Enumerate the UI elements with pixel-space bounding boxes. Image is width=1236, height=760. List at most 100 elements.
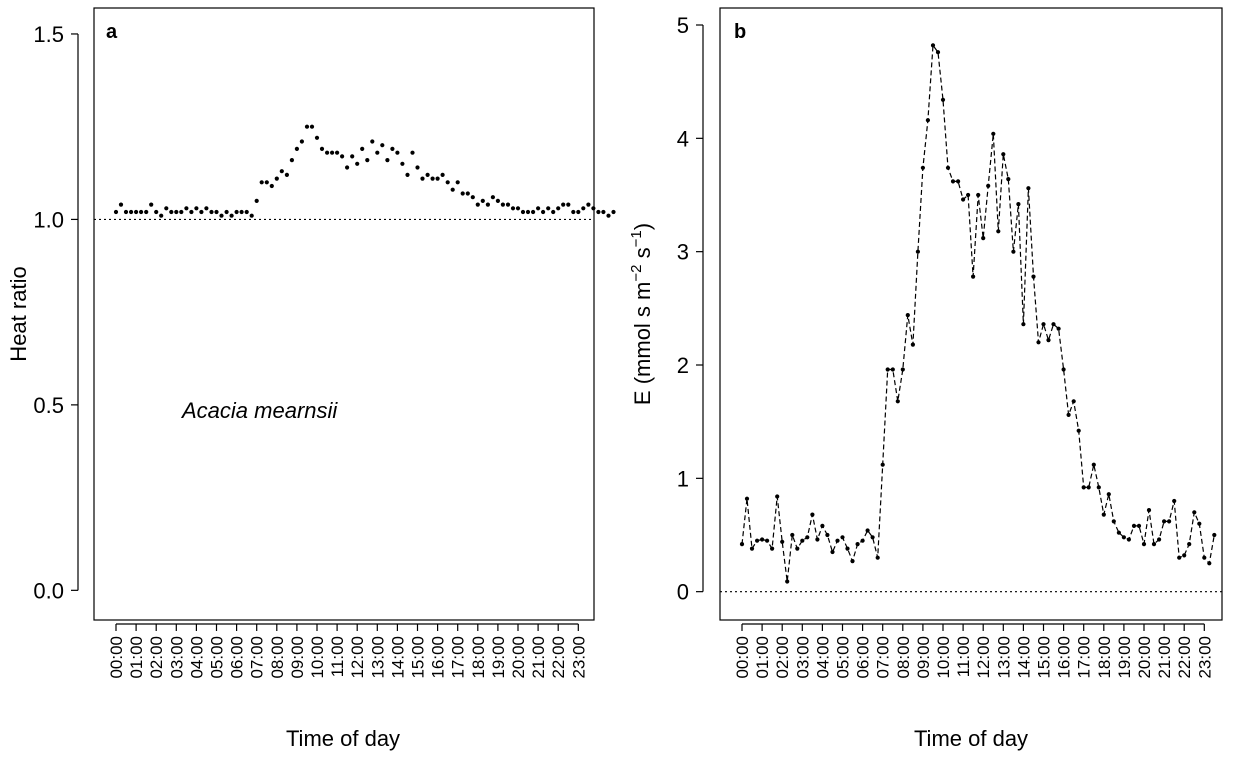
data-point-a bbox=[264, 180, 269, 185]
data-point-a bbox=[571, 209, 576, 215]
x-tick-label-b: 17:00 bbox=[1075, 636, 1094, 679]
data-point-b bbox=[744, 496, 750, 501]
data-point-a bbox=[154, 209, 159, 215]
data-point-b bbox=[1086, 485, 1091, 490]
series-line-b bbox=[741, 43, 1215, 582]
data-point-a bbox=[279, 169, 284, 174]
data-point-b bbox=[1212, 532, 1217, 538]
x-tick-label-a: 01:00 bbox=[127, 636, 146, 679]
data-point-a bbox=[304, 124, 310, 129]
y-tick-label-b: 0 bbox=[677, 580, 689, 605]
data-point-b bbox=[1111, 519, 1116, 524]
data-point-a bbox=[500, 202, 505, 207]
x-tick-label-a: 20:00 bbox=[509, 636, 528, 679]
data-point-b bbox=[1096, 485, 1101, 490]
y-tick-label-b: 2 bbox=[677, 353, 689, 378]
data-point-b bbox=[840, 535, 845, 540]
y-axis-title-b-sup2: −1 bbox=[628, 230, 645, 247]
y-tick-label-b: 3 bbox=[677, 240, 689, 265]
data-point-b bbox=[770, 546, 775, 551]
x-tick-label-b: 08:00 bbox=[894, 636, 913, 679]
y-tick-label-b: 4 bbox=[677, 126, 689, 151]
data-point-b bbox=[1066, 412, 1071, 417]
x-tick-label-a: 09:00 bbox=[288, 636, 307, 679]
panel-label-a: a bbox=[106, 21, 118, 43]
data-point-a bbox=[365, 158, 370, 163]
data-point-a bbox=[330, 150, 335, 155]
x-tick-label-b: 11:00 bbox=[954, 636, 973, 677]
data-point-b bbox=[765, 538, 770, 543]
x-tick-label-b: 02:00 bbox=[773, 636, 792, 679]
data-point-a bbox=[159, 213, 164, 218]
data-point-a bbox=[505, 202, 511, 207]
data-point-b bbox=[825, 532, 830, 538]
data-point-b bbox=[1131, 523, 1137, 529]
x-tick-label-b: 04:00 bbox=[813, 636, 832, 679]
data-point-a bbox=[380, 143, 385, 148]
data-point-a bbox=[189, 209, 194, 215]
data-point-a bbox=[259, 180, 264, 185]
data-point-b bbox=[1041, 322, 1046, 327]
x-tick-label-b: 23:00 bbox=[1195, 636, 1214, 679]
data-point-a bbox=[375, 150, 380, 155]
data-point-b bbox=[925, 118, 931, 123]
data-point-a bbox=[525, 209, 531, 215]
data-point-a bbox=[520, 209, 526, 215]
data-point-a bbox=[179, 209, 184, 215]
data-point-a bbox=[556, 206, 561, 211]
data-point-b bbox=[1026, 186, 1031, 191]
data-point-b bbox=[1091, 462, 1096, 467]
x-tick-label-b: 00:00 bbox=[733, 636, 752, 679]
x-tick-label-a: 14:00 bbox=[388, 636, 407, 679]
data-point-a bbox=[385, 158, 390, 163]
data-point-a bbox=[340, 154, 345, 159]
x-tick-label-b: 12:00 bbox=[974, 636, 993, 679]
data-point-b bbox=[1121, 535, 1126, 540]
x-tick-label-b: 19:00 bbox=[1115, 636, 1134, 679]
data-point-a bbox=[485, 202, 490, 207]
x-tick-label-b: 20:00 bbox=[1135, 636, 1154, 679]
data-point-a bbox=[254, 198, 259, 203]
data-point-a bbox=[415, 165, 420, 170]
data-point-a bbox=[536, 206, 541, 211]
plot-frame-a bbox=[93, 7, 595, 621]
data-point-b bbox=[971, 274, 976, 279]
y-axis-title-b-end: ) bbox=[630, 223, 655, 230]
data-point-b bbox=[890, 367, 895, 372]
data-point-b bbox=[905, 313, 910, 318]
data-point-b bbox=[1081, 485, 1086, 490]
data-point-b bbox=[1192, 510, 1197, 515]
data-point-b bbox=[1197, 521, 1202, 526]
x-tick-label-a: 08:00 bbox=[268, 636, 287, 679]
data-point-a bbox=[370, 139, 375, 144]
x-axis-title-a: Time of day bbox=[286, 726, 400, 751]
data-point-b bbox=[910, 342, 916, 347]
data-point-a bbox=[294, 146, 299, 151]
data-point-b bbox=[1031, 274, 1036, 279]
plot-frame-b bbox=[719, 7, 1223, 621]
x-tick-label-a: 13:00 bbox=[368, 636, 387, 679]
y-axis-title-b-mid: s bbox=[630, 247, 655, 264]
data-point-a bbox=[596, 209, 601, 215]
data-point-b bbox=[820, 523, 825, 529]
data-point-a bbox=[229, 213, 234, 218]
data-point-a bbox=[490, 195, 495, 200]
data-point-b bbox=[966, 192, 971, 198]
x-tick-label-a: 15:00 bbox=[409, 636, 428, 679]
y-tick-label-a: 1.0 bbox=[33, 207, 64, 232]
data-point-b bbox=[1051, 322, 1056, 327]
data-point-a bbox=[440, 172, 445, 177]
data-point-b bbox=[1157, 537, 1162, 542]
data-point-a bbox=[149, 202, 154, 207]
data-point-a bbox=[164, 206, 169, 211]
data-point-b bbox=[920, 165, 926, 170]
data-point-a bbox=[405, 172, 410, 177]
x-tick-label-a: 19:00 bbox=[489, 636, 508, 679]
data-point-b bbox=[930, 43, 936, 48]
data-point-b bbox=[860, 538, 865, 543]
data-point-b bbox=[900, 367, 905, 372]
data-point-a bbox=[586, 202, 591, 207]
y-axis-title-b-base: E (mmol s m bbox=[630, 282, 655, 405]
data-point-a bbox=[395, 150, 400, 155]
x-tick-label-b: 07:00 bbox=[874, 636, 893, 679]
